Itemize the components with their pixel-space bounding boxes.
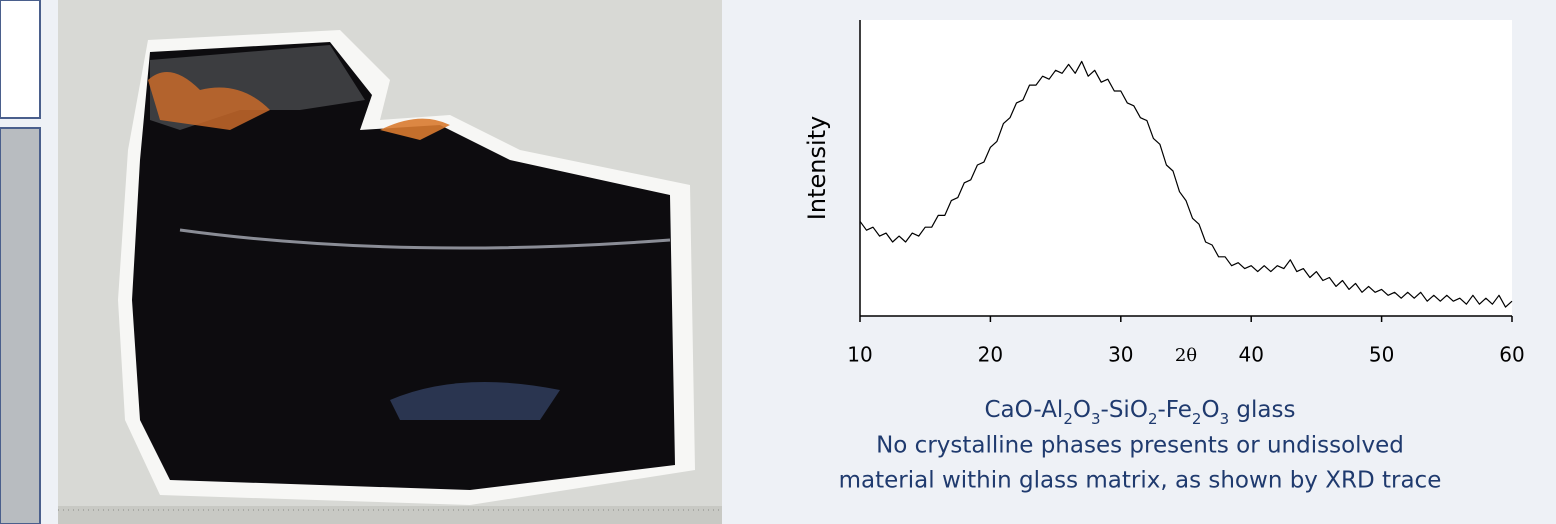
caption-text: CaO-Al bbox=[985, 397, 1064, 423]
x-tick-label: 50 bbox=[1369, 343, 1394, 367]
x-tick-label: 20 bbox=[978, 343, 1003, 367]
note: material within glass matrix, as shown b… bbox=[839, 468, 1442, 494]
y-axis-label: Intensity bbox=[803, 116, 831, 220]
caption-text: -SiO bbox=[1101, 397, 1148, 423]
side-panel bbox=[0, 0, 40, 118]
note: No crystalline phases presents or undiss… bbox=[876, 433, 1404, 459]
x-tick-label: 30 bbox=[1108, 343, 1133, 367]
caption-subscript: 2 bbox=[1148, 410, 1158, 428]
plot-area bbox=[860, 20, 1512, 316]
ruler bbox=[58, 506, 722, 524]
caption-subscript: 3 bbox=[1220, 410, 1230, 428]
x-tick-label: 10 bbox=[847, 343, 872, 367]
caption-subscript: 3 bbox=[1091, 410, 1101, 428]
caption-text: O bbox=[1073, 397, 1091, 423]
caption-text: -Fe bbox=[1157, 397, 1191, 423]
caption-text: O bbox=[1201, 397, 1219, 423]
x-axis-label: 2θ bbox=[1175, 345, 1197, 366]
caption-text: glass bbox=[1229, 397, 1295, 423]
x-tick-label: 60 bbox=[1499, 343, 1524, 367]
caption-subscript: 2 bbox=[1063, 410, 1073, 428]
side-panel bbox=[0, 128, 40, 524]
x-tick-label: 40 bbox=[1238, 343, 1263, 367]
photo bbox=[58, 0, 722, 524]
caption-subscript: 2 bbox=[1192, 410, 1202, 428]
slide: Intensity 2θ CaO-Al2O3-SiO2-Fe2O3 glass … bbox=[0, 0, 1556, 524]
